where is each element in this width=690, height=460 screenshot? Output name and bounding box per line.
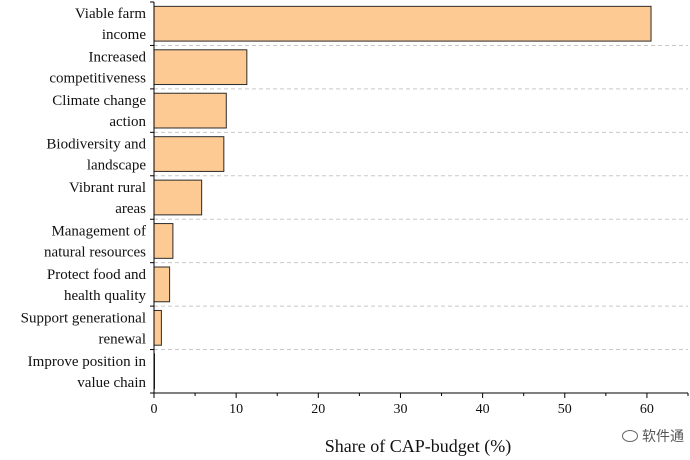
x-tick-label: 50: [558, 402, 572, 417]
x-tick-label: 10: [229, 402, 243, 417]
category-label: Improve position in value chain: [28, 354, 147, 391]
category-label: Protect food and health quality: [47, 267, 147, 304]
bar: [153, 136, 225, 172]
category-label: Viable farm income: [75, 6, 146, 43]
watermark: 软件通: [622, 426, 684, 446]
category-label: Management of natural resources: [44, 223, 146, 260]
category-label-line: Management of: [51, 223, 146, 239]
bar: [153, 49, 248, 86]
category-label-line: areas: [115, 201, 146, 217]
x-tick-label: 30: [393, 402, 407, 417]
category-label: Climate change action: [52, 93, 146, 130]
x-tick-label: 20: [311, 402, 325, 417]
axes: 0 10 20 30 40 50 60: [150, 1, 689, 417]
category-label: Increased competitiveness: [49, 50, 146, 87]
category-label-line: health quality: [64, 288, 147, 304]
category-label-line: value chain: [77, 375, 146, 391]
category-label-line: Support generational: [21, 310, 146, 326]
category-label: Vibrant rural areas: [69, 180, 146, 217]
gridlines: [154, 44, 688, 351]
bar: [153, 223, 174, 259]
category-label-line: Biodiversity and: [46, 137, 146, 153]
watermark-text: 软件通: [642, 429, 684, 445]
bar: [153, 179, 203, 216]
category-label-line: Improve position in: [28, 354, 147, 370]
bar: [153, 309, 162, 346]
bar: [153, 5, 652, 42]
category-label-line: renewal: [99, 331, 146, 347]
category-label-line: income: [102, 27, 146, 43]
category-label: Biodiversity and landscape: [46, 137, 146, 174]
category-label-line: landscape: [87, 158, 146, 174]
category-label-line: Viable farm: [75, 6, 146, 22]
wechat-icon: [622, 430, 638, 442]
x-tick-label: 40: [476, 402, 490, 417]
bars: [153, 5, 652, 390]
category-labels: Viable farm income Increased competitivenes…: [21, 6, 147, 391]
category-label-line: Climate change: [52, 93, 146, 109]
category-label-line: Protect food and: [47, 267, 147, 283]
x-axis-title: Share of CAP-budget (%): [325, 436, 511, 457]
category-label-line: natural resources: [44, 244, 146, 260]
category-label-line: action: [109, 114, 146, 130]
category-label-line: Vibrant rural: [69, 180, 146, 196]
category-label-line: Increased: [89, 50, 147, 66]
bar: [153, 266, 171, 303]
category-label: Support generational renewal: [21, 310, 146, 347]
x-tick-label: 60: [640, 402, 654, 417]
bar: [153, 92, 227, 129]
category-label-line: competitiveness: [49, 71, 146, 87]
x-tick-label: 0: [151, 402, 158, 417]
